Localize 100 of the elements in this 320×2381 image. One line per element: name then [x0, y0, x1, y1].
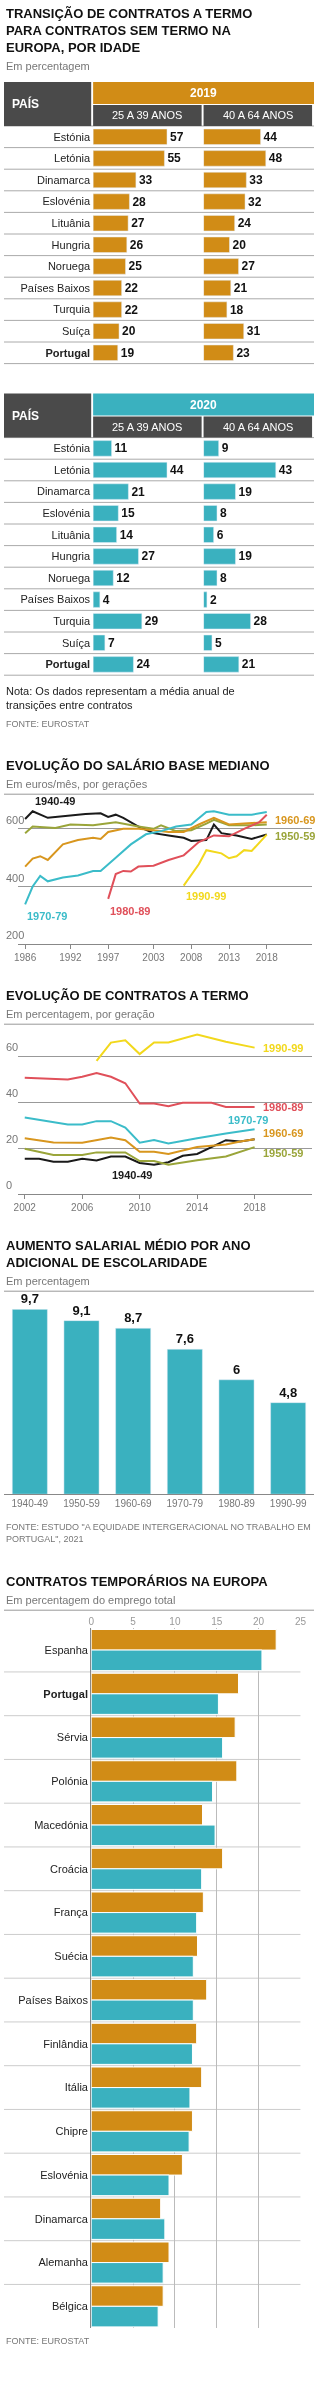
y-tick-label: Suíça — [61, 636, 91, 649]
x-tick-label: 1950-59 — [63, 1498, 101, 1510]
bar — [93, 634, 106, 651]
data-label: 21 — [233, 281, 248, 295]
chart-subtitle: Em percentagem — [6, 60, 90, 72]
data-label: 20 — [232, 237, 247, 252]
data-label: 21 — [241, 657, 256, 672]
y-tick-label: Estónia — [53, 130, 91, 143]
data-label: 20 — [122, 324, 136, 339]
series-label: 1960-69 — [275, 814, 316, 826]
y-tick-label: Noruega — [47, 571, 91, 584]
series-label: 1950-59 — [263, 1147, 304, 1159]
x-tick-label: 2003 — [142, 952, 166, 964]
y-tick-label: 60 — [6, 1041, 19, 1053]
series-label: 1980-89 — [263, 1101, 304, 1113]
data-label: 8,7 — [124, 1310, 143, 1326]
bar — [93, 440, 112, 457]
chart-subtitle: Em euros/mês, por gerações — [6, 778, 148, 790]
x-tick-label: 1990-99 — [269, 1498, 307, 1510]
y-tick-label: Finlândia — [43, 2037, 89, 2050]
bar — [93, 483, 129, 500]
bar — [93, 548, 139, 565]
bar — [203, 569, 218, 587]
data-label: 19 — [238, 484, 253, 499]
data-label: 29 — [144, 614, 159, 629]
bar — [203, 548, 236, 565]
y-tick-label: 0 — [6, 1179, 13, 1191]
y-tick-label: Dinamarca — [36, 173, 91, 186]
data-label: 31 — [246, 324, 261, 339]
y-tick-label: Estónia — [53, 442, 91, 455]
bar — [218, 1379, 255, 1495]
data-label: 22 — [124, 302, 139, 317]
y-tick-label: Letónia — [54, 463, 91, 476]
data-label: 18 — [229, 302, 244, 317]
legend-title: 2019 — [190, 86, 218, 100]
x-tick-label: 2008 — [180, 952, 203, 964]
data-label: 4 — [102, 592, 110, 607]
y-tick-label: Turquia — [53, 615, 92, 628]
bar — [93, 461, 168, 479]
x-tick-label: 10 — [169, 1616, 181, 1628]
data-label: 23 — [236, 345, 251, 360]
y-tick-label: Eslovénia — [42, 195, 91, 208]
y-tick-label: Países Baixos — [18, 1993, 89, 2006]
y-axis-title: PAÍS — [12, 96, 40, 111]
data-label: 24 — [237, 216, 252, 231]
data-label: 33 — [138, 173, 153, 187]
x-axis-title: 40 A 64 ANOS — [223, 421, 294, 433]
bar — [203, 526, 214, 543]
legend-title: 2020 — [190, 398, 218, 412]
y-tick-label: Bélgica — [51, 2300, 89, 2313]
chart-title: CONTRATOS TEMPORÁRIOS NA EUROPA — [6, 1574, 269, 1589]
bar — [203, 440, 219, 457]
bar — [93, 656, 134, 673]
y-tick-label: Letónia — [54, 152, 91, 165]
x-tick-label: 1940-49 — [11, 1498, 49, 1510]
data-label: 4,8 — [279, 1384, 298, 1400]
y-tick-label: 40 — [6, 1087, 19, 1099]
y-tick-label: Países Baixos — [20, 593, 91, 606]
data-label: 7,6 — [175, 1331, 194, 1347]
chart-title: TRANSIÇÃO DE CONTRATOS A TERMO PARA CONTRATOS SEM TERMO NA EUROPA, POR IDADE — [6, 6, 253, 55]
bar — [93, 193, 130, 210]
x-tick-label: 2006 — [71, 1202, 94, 1214]
y-tick-label: 400 — [6, 872, 25, 884]
bar — [167, 1349, 203, 1495]
bar — [93, 505, 119, 522]
y-tick-label: Dinamarca — [34, 2212, 89, 2225]
series-label: 1990-99 — [186, 890, 227, 902]
y-tick-label: 200 — [6, 929, 25, 941]
y-tick-label: Chipre — [55, 2125, 88, 2138]
source-note: FONTE: EUROSTAT — [6, 719, 90, 729]
data-label: 27 — [241, 259, 256, 274]
y-tick-label: Polónia — [51, 1775, 89, 1788]
bar — [203, 171, 247, 189]
data-label: 5 — [214, 635, 222, 650]
bar — [93, 171, 137, 189]
x-tick-label: 1986 — [13, 952, 37, 964]
bar — [93, 323, 120, 340]
y-tick-label: Lituânia — [51, 528, 91, 541]
data-label: 2 — [209, 592, 217, 607]
series-label: 1980-89 — [110, 905, 151, 917]
x-tick-label: 2018 — [255, 952, 279, 964]
x-tick-label: 15 — [211, 1616, 223, 1628]
bar — [93, 236, 128, 253]
data-label: 48 — [268, 151, 283, 166]
x-tick-label: 1997 — [97, 952, 120, 964]
x-tick-label: 2018 — [243, 1202, 267, 1214]
bar — [93, 215, 129, 232]
data-label: 14 — [119, 527, 134, 542]
x-axis-title: 25 A 39 ANOS — [112, 109, 183, 121]
x-tick-label: 2010 — [128, 1202, 152, 1214]
data-label: 43 — [278, 463, 293, 477]
data-label: 6 — [232, 1361, 241, 1377]
bar — [93, 301, 122, 318]
series-label: 1940-49 — [35, 795, 76, 807]
data-label: 19 — [120, 345, 135, 360]
data-label: 6 — [216, 527, 224, 542]
data-label: 12 — [116, 571, 130, 585]
source-note: FONTE: ESTUDO "A EQUIDADE INTERGERACIONAL NO TRABALHO EM PORTUGAL", 2021 — [6, 1522, 311, 1544]
y-tick-label: Itália — [64, 2081, 89, 2094]
bar — [203, 634, 213, 651]
